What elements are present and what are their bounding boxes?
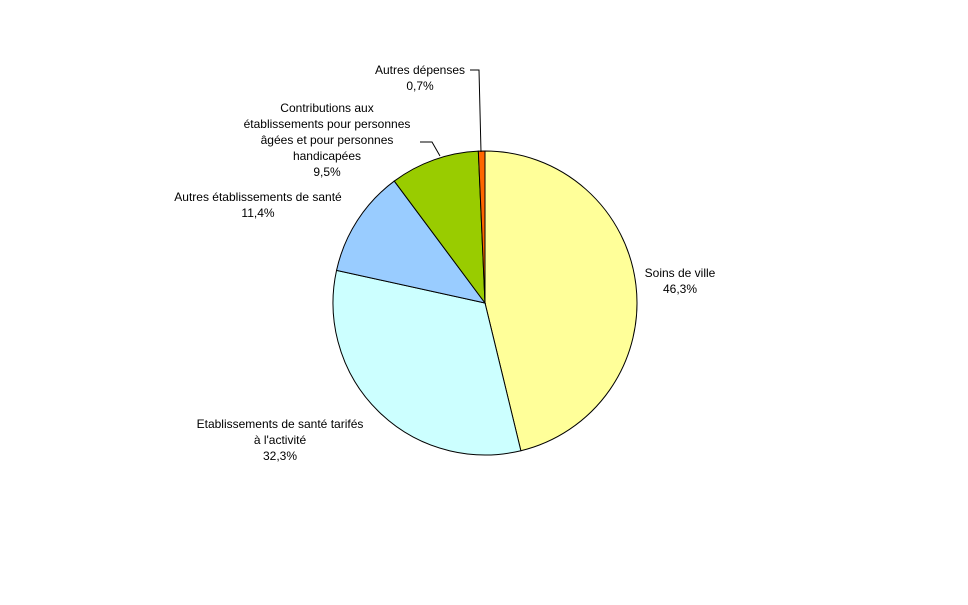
category-label: Contributions aux établissements pour pe… <box>243 101 411 163</box>
leader-line <box>420 141 441 157</box>
category-label: Soins de ville <box>644 266 716 280</box>
slice-label: Soins de ville 46,3% <box>645 265 716 297</box>
category-label: Autres dépenses <box>374 63 466 77</box>
value-label: 0,7% <box>406 79 434 93</box>
slice-label: Autres établissements de santé 11,4% <box>174 189 341 221</box>
pie-slice <box>332 269 522 456</box>
slice-label: Contributions aux établissements pour pe… <box>244 100 411 180</box>
slices <box>332 150 638 456</box>
value-label: 11,4% <box>241 206 275 220</box>
pie-slice <box>484 150 638 452</box>
pie-slice <box>335 180 487 304</box>
category-label: Etablissements de santé tarifés à l'acti… <box>196 417 364 447</box>
value-label: 32,3% <box>262 449 298 463</box>
leader-line <box>470 69 482 153</box>
category-label: Autres établissements de santé <box>174 190 342 204</box>
slice-label: Etablissements de santé tarifés à l'acti… <box>197 416 364 464</box>
pie-slice <box>393 150 486 305</box>
slice-label: Autres dépenses 0,7% <box>375 62 465 94</box>
pie-slice <box>477 150 486 304</box>
value-label: 9,5% <box>313 165 341 179</box>
value-label: 46,3% <box>662 282 698 296</box>
